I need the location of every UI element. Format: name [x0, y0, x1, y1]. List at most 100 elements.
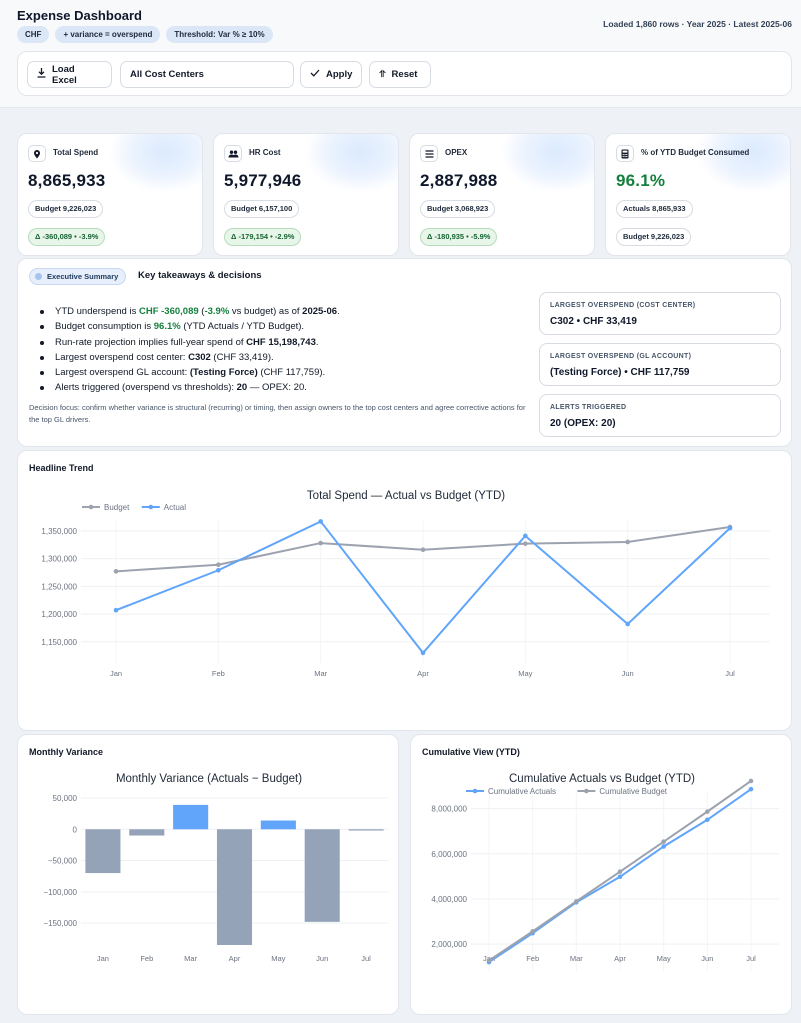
- data-point: [705, 809, 710, 814]
- load-status: Loaded 1,860 rows · Year 2025 · Latest 2…: [603, 19, 792, 29]
- data-point: [216, 567, 221, 573]
- side-box-value: C302 • CHF 33,419: [550, 316, 637, 327]
- cumulative-chart: Cumulative Actuals vs Budget (YTD) 2,000,…: [431, 773, 779, 971]
- app-header: Expense Dashboard CHF + variance = overs…: [0, 0, 801, 108]
- bullet-cost-center: Largest overspend cost center: C302 (CHF…: [39, 350, 529, 365]
- x-tick-label: Jun: [701, 954, 713, 963]
- x-tick-label: Jun: [316, 954, 328, 963]
- y-tick-label: 1,200,000: [41, 610, 77, 619]
- kpi-budget-pill: Budget 6,157,100: [224, 200, 300, 218]
- kpi-value: 5,977,946: [224, 171, 302, 190]
- kpi-delta-pill: Δ -179,154 • -2.9%: [224, 228, 302, 246]
- bullet-runrate: Run-rate projection implies full-year sp…: [39, 335, 529, 350]
- x-tick-label: Jun: [622, 669, 634, 678]
- y-tick-label: 4,000,000: [431, 895, 467, 904]
- side-box-title: ALERTS TRIGGERED: [550, 404, 627, 411]
- bullet-alerts: Alerts triggered (overspend vs threshold…: [39, 380, 529, 395]
- variance-bar: [129, 829, 165, 836]
- kpi-label: % of YTD Budget Consumed: [641, 148, 750, 157]
- y-tick-label: 6,000,000: [431, 850, 467, 859]
- data-point: [661, 839, 666, 844]
- cost-center-select[interactable]: All Cost Centers: [120, 61, 294, 88]
- reset-button[interactable]: ⥣ Reset: [369, 61, 431, 88]
- chart-legend: Cumulative Actuals Cumulative Budget: [466, 787, 668, 796]
- side-box-value: 20 (OPEX: 20): [550, 418, 616, 429]
- header-chips: CHF + variance = overspend Threshold: Va…: [17, 26, 273, 43]
- kpi-value: 96.1%: [616, 171, 666, 190]
- calculator-icon: [616, 145, 634, 162]
- kpi-label: Total Spend: [53, 148, 99, 157]
- data-point: [420, 547, 426, 553]
- legend-label: Cumulative Budget: [599, 787, 667, 796]
- data-point: [530, 929, 535, 934]
- x-tick-label: Apr: [417, 669, 429, 678]
- kpi-label: OPEX: [445, 148, 468, 157]
- download-icon: [37, 68, 46, 81]
- kpi-actuals-pill: Actuals 8,865,933: [616, 200, 693, 218]
- kpi-value: 2,887,988: [420, 171, 498, 190]
- x-tick-label: Feb: [212, 669, 225, 678]
- variance-sign-chip: + variance = overspend: [55, 26, 161, 43]
- toolbar: Load Excel All Cost Centers Apply ⥣ Rese…: [17, 51, 792, 96]
- data-point: [574, 899, 579, 904]
- y-tick-label: 8,000,000: [431, 805, 467, 814]
- data-point: [727, 525, 733, 531]
- side-box-value: (Testing Force) • CHF 117,759: [550, 367, 690, 378]
- apply-button[interactable]: Apply: [300, 61, 362, 88]
- x-tick-label: Jul: [725, 669, 735, 678]
- kpi-card-total-spend: Total Spend 8,865,933 Budget 9,226,023 Δ…: [17, 133, 203, 256]
- chart-title: Cumulative Actuals vs Budget (YTD): [509, 773, 695, 785]
- cumulative-view-panel: Cumulative View (YTD) Cumulative Actuals…: [410, 734, 792, 1015]
- badge-dot-icon: [35, 273, 42, 280]
- largest-overspend-cost-center-box: LARGEST OVERSPEND (COST CENTER) C302 • C…: [539, 292, 781, 335]
- alerts-triggered-box: ALERTS TRIGGERED 20 (OPEX: 20): [539, 394, 781, 437]
- load-excel-button[interactable]: Load Excel: [27, 61, 112, 88]
- executive-summary-card: Executive Summary Key takeaways & decisi…: [17, 258, 792, 447]
- y-tick-label: 2,000,000: [431, 940, 467, 949]
- y-tick-label: 1,250,000: [41, 582, 77, 591]
- variance-bar: [260, 820, 296, 830]
- trend-chart: Total Spend — Actual vs Budget (YTD) 1,15…: [41, 490, 770, 678]
- data-point: [705, 817, 710, 823]
- data-point: [617, 869, 623, 874]
- x-tick-label: Jan: [110, 669, 122, 678]
- threshold-chip: Threshold: Var % ≥ 10%: [166, 26, 273, 43]
- legend-marker: [88, 504, 94, 510]
- kpi-budget-pill: Budget 3,068,923: [420, 200, 496, 218]
- x-tick-label: May: [271, 954, 285, 963]
- side-box-title: LARGEST OVERSPEND (GL ACCOUNT): [550, 353, 692, 360]
- panel-title: Cumulative View (YTD): [422, 747, 520, 757]
- kpi-label: HR Cost: [249, 148, 281, 157]
- legend-marker: [472, 788, 478, 794]
- variance-bar: [304, 829, 340, 922]
- variance-bar: [85, 829, 121, 874]
- x-tick-label: May: [518, 669, 532, 678]
- y-tick-label: 1,150,000: [41, 638, 77, 647]
- kpi-value: 8,865,933: [28, 171, 106, 190]
- kpi-delta-pill: Δ -360,089 • -3.9%: [28, 228, 106, 246]
- y-tick-label: 50,000: [53, 794, 78, 803]
- data-point: [523, 541, 528, 546]
- legend-label: Budget: [104, 503, 130, 512]
- bullet-consumption: Budget consumption is 96.1% (YTD Actuals…: [39, 319, 529, 334]
- kpi-card-hr-cost: HR Cost 5,977,946 Budget 6,157,100 Δ -17…: [213, 133, 399, 256]
- legend-label: Cumulative Actuals: [488, 787, 556, 796]
- reset-icon: ⥣: [379, 69, 386, 79]
- kpi-budget-pill: Budget 9,226,023: [28, 200, 104, 218]
- legend-label: Actual: [164, 503, 186, 512]
- data-point: [486, 958, 492, 963]
- x-tick-label: Jul: [746, 954, 756, 963]
- y-tick-label: −50,000: [48, 857, 78, 866]
- data-point: [318, 540, 323, 546]
- y-tick-label: −100,000: [43, 888, 77, 897]
- decision-focus-note: Decision focus: confirm whether variance…: [29, 403, 526, 424]
- x-tick-label: Mar: [184, 954, 197, 963]
- kpi-delta-pill: Δ -180,935 • -5.9%: [420, 228, 498, 246]
- x-tick-label: Apr: [614, 954, 626, 963]
- x-tick-label: May: [657, 954, 671, 963]
- app-title: Expense Dashboard: [17, 8, 142, 23]
- chart-title: Monthly Variance (Actuals − Budget): [116, 773, 302, 785]
- data-point: [625, 539, 630, 545]
- data-point: [523, 533, 528, 539]
- list-icon: [420, 145, 438, 162]
